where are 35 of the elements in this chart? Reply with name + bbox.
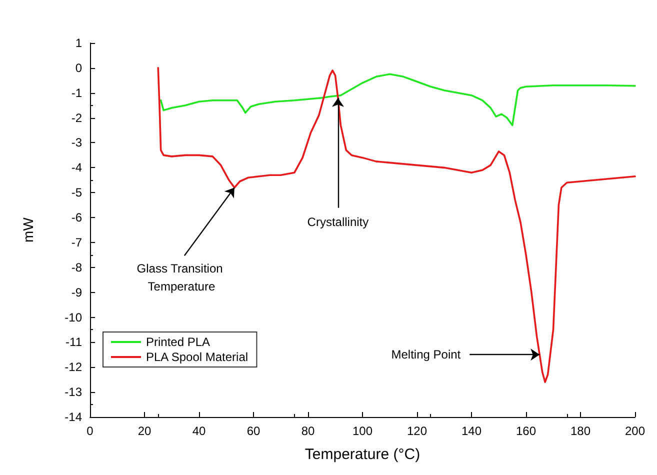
- y-tick-label: -8: [71, 260, 82, 274]
- annotation: Melting Point: [391, 348, 462, 362]
- x-tick-label: 200: [624, 424, 646, 438]
- y-tick-label: -2: [71, 110, 82, 125]
- y-tick-label: -14: [64, 410, 82, 424]
- x-tick-label: 180: [570, 424, 591, 438]
- annotation: Crystallinity: [307, 214, 369, 229]
- y-tick-label: -1: [71, 86, 82, 100]
- x-tick-label: 140: [461, 424, 482, 438]
- y-tick-label: -6: [71, 210, 82, 225]
- x-tick-label: 100: [352, 424, 373, 438]
- line-series: [160, 73, 636, 126]
- y-tick-label: -4: [71, 160, 82, 175]
- y-tick-label: -7: [71, 235, 82, 250]
- y-tick-label: -3: [71, 136, 82, 150]
- y-tick-label: -10: [64, 310, 82, 324]
- x-tick-label: 80: [301, 424, 315, 438]
- x-axis-title: Temperature (°C): [304, 446, 420, 463]
- y-tick-label: 1: [75, 36, 82, 50]
- x-tick-label: 40: [192, 424, 206, 438]
- legend-label: Printed PLA: [146, 335, 210, 349]
- y-axis-title: mW: [20, 216, 36, 242]
- y-tick-label: -11: [66, 335, 82, 350]
- y-tick-label: 0: [75, 60, 82, 75]
- legend-label: PLA Spool Material: [146, 350, 248, 364]
- y-tick-label: -12: [64, 360, 82, 374]
- y-tick-label: -5: [71, 186, 82, 200]
- x-tick-label: 20: [138, 424, 152, 438]
- x-tick-label: 160: [516, 424, 536, 438]
- y-tick-label: -9: [71, 285, 82, 300]
- x-tick-label: 120: [406, 424, 428, 438]
- annotation: Glass Transition Temperature: [136, 262, 226, 294]
- y-tick-label: -13: [64, 385, 82, 400]
- x-tick-label: 60: [246, 424, 260, 438]
- x-tick-label: 0: [86, 424, 94, 438]
